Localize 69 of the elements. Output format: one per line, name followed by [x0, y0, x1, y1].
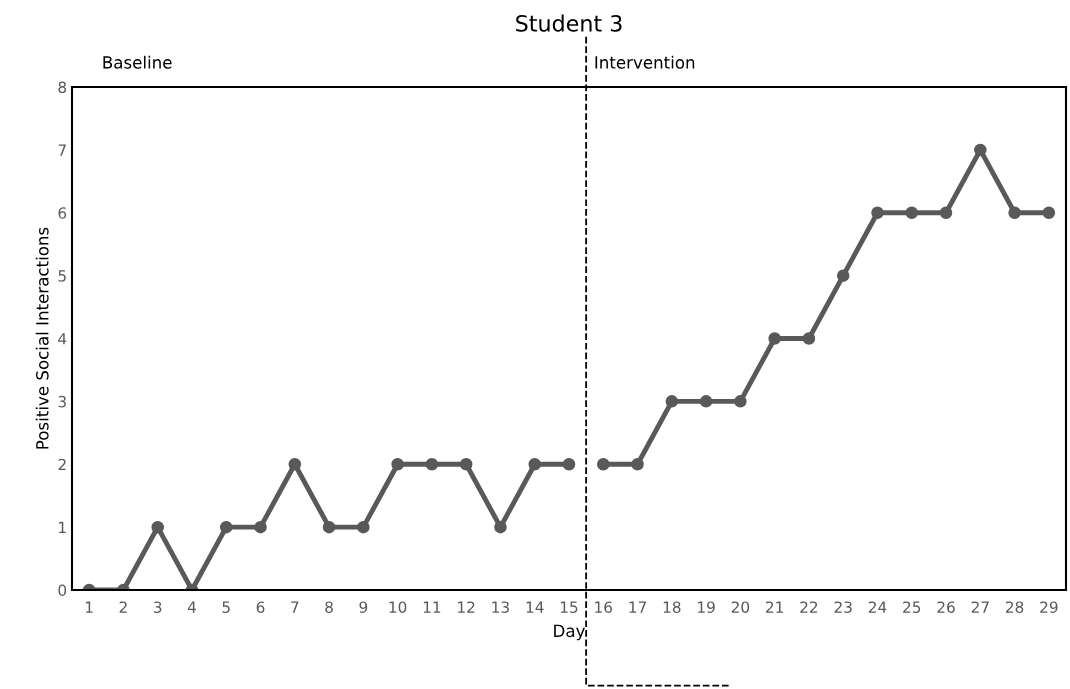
x-tick-label: 10 [389, 601, 407, 613]
y-tick-label: 2 [58, 458, 66, 471]
x-tick-label: 13 [492, 601, 509, 613]
x-tick-label: 6 [256, 601, 265, 613]
point [631, 457, 644, 471]
point [905, 206, 919, 220]
y-tick-label: 5 [58, 270, 66, 282]
x-tick-label: 12 [458, 601, 475, 613]
y-tick-label: 8 [58, 81, 67, 94]
x-tick-label: 7 [291, 601, 299, 613]
y-tick-label: 4 [58, 333, 67, 345]
point [151, 520, 164, 534]
point [974, 143, 987, 157]
point [219, 520, 233, 534]
y-axis-title: Positive Social Interactions [35, 227, 49, 449]
x-tick-label: 5 [222, 601, 230, 613]
x-tick-label: 2 [119, 601, 127, 613]
text: Baseline [103, 55, 172, 69]
point [391, 457, 404, 471]
point [425, 457, 439, 471]
x-tick-label: 11 [423, 601, 441, 613]
x-tick-label: 29 [1040, 601, 1058, 613]
x-tick-label: 27 [971, 601, 989, 613]
y-tick-label: 7 [58, 144, 66, 156]
x-tick-label: 21 [766, 601, 783, 613]
x-tick-label: 23 [834, 601, 852, 613]
point [871, 206, 884, 220]
point [322, 520, 336, 534]
point [459, 457, 473, 471]
x-tick-label: 20 [731, 601, 750, 613]
x-tick-label: 28 [1005, 601, 1024, 613]
point [699, 395, 713, 408]
point [494, 520, 507, 534]
chart-title: Student 3 [516, 14, 622, 32]
point [254, 520, 267, 534]
x-tick-label: 19 [698, 601, 715, 613]
x-tick-label: 14 [526, 601, 544, 613]
point [597, 457, 610, 471]
text: Intervention [595, 55, 695, 69]
point [802, 332, 816, 345]
x-tick-label: 18 [663, 601, 681, 613]
point [1042, 206, 1056, 220]
point [665, 395, 679, 408]
point [734, 395, 747, 408]
point [357, 520, 370, 534]
x-tick-label: 1 [85, 601, 93, 613]
x-tick-label: 16 [595, 601, 613, 613]
x-tick-label: 22 [800, 601, 818, 613]
y-tick-label: 0 [58, 584, 67, 597]
point [939, 206, 953, 220]
x-tick-label: 15 [560, 601, 578, 613]
x-tick-label: 8 [325, 601, 333, 613]
x-tick-label: 17 [629, 601, 646, 613]
point [562, 457, 576, 471]
x-tick-label: 25 [903, 601, 921, 613]
y-tick-label: 1 [59, 521, 66, 533]
x-tick-label: 24 [868, 601, 887, 613]
point [836, 269, 850, 282]
x-axis-title: Day [554, 624, 585, 641]
point [768, 332, 781, 345]
y-tick-label: 6 [58, 207, 67, 219]
y-tick-label: 3 [58, 395, 66, 408]
point [528, 457, 541, 471]
x-tick-label: 4 [187, 601, 196, 613]
point [1008, 206, 1021, 220]
point [288, 457, 302, 471]
x-tick-label: 9 [359, 601, 368, 613]
x-tick-label: 26 [937, 601, 955, 613]
x-tick-label: 3 [153, 601, 162, 613]
